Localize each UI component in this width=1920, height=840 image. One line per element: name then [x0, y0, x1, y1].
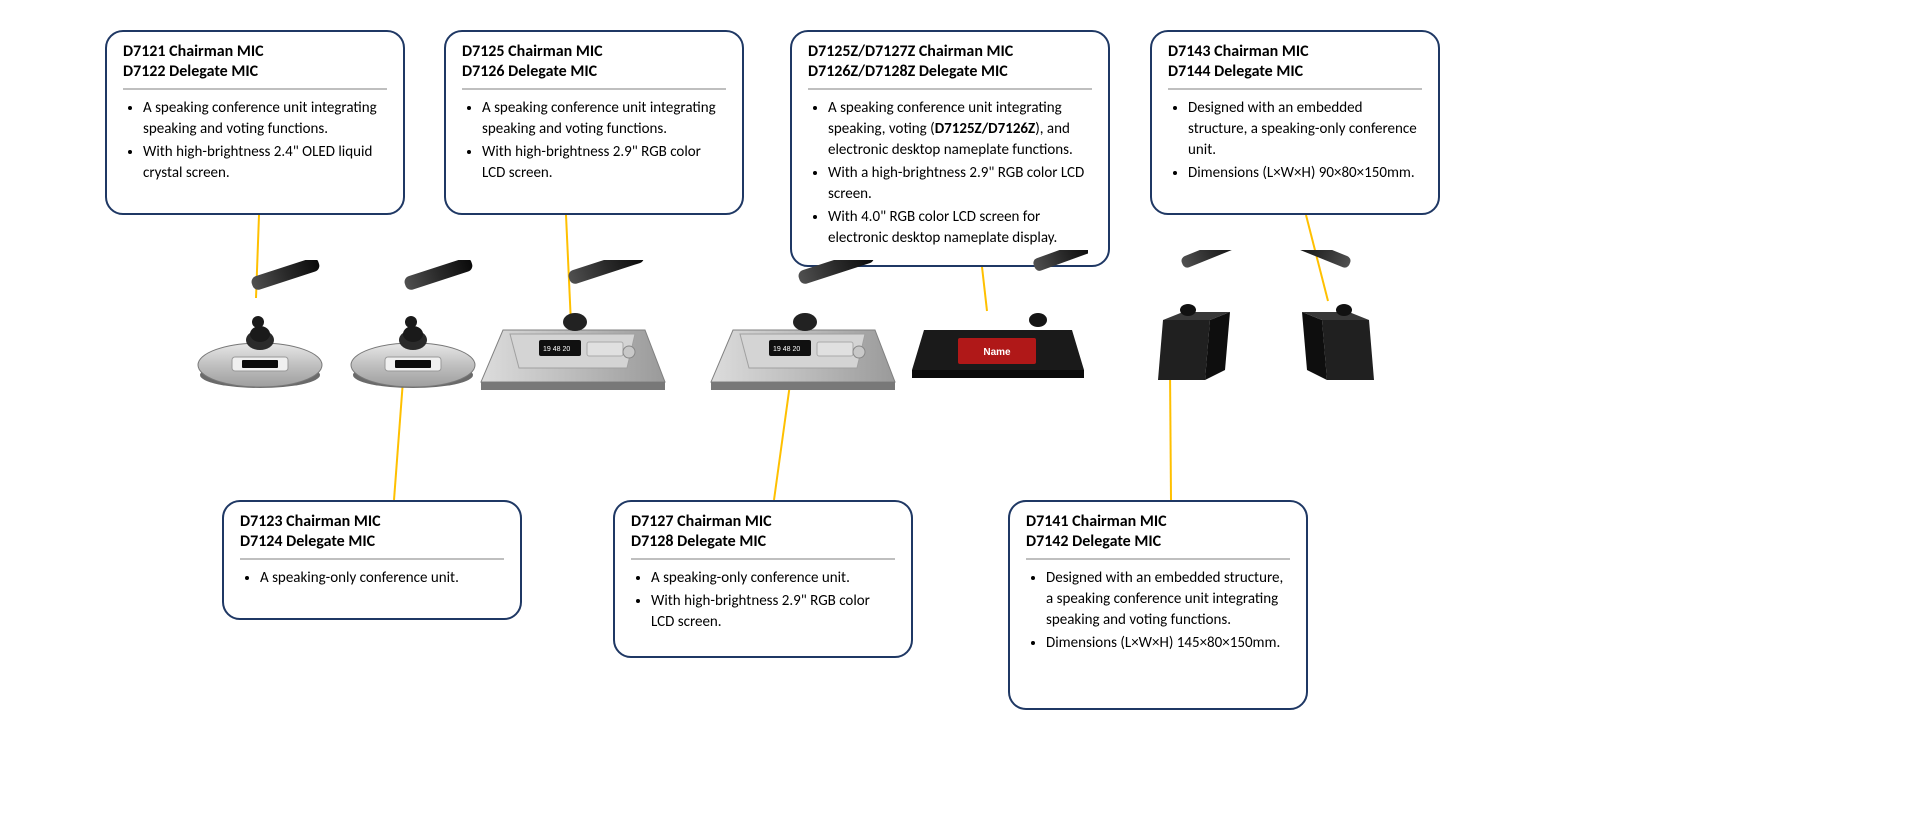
callout-c2: D7125 Chairman MICD7126 Delegate MIC A sp… — [444, 30, 744, 215]
callout-bullet: Dimensions (L×W×H) 145×80×150mm. — [1046, 633, 1290, 654]
callout-title: D7127 Chairman MIC — [631, 512, 895, 532]
callout-c1: D7121 Chairman MICD7122 Delegate MIC A sp… — [105, 30, 405, 215]
callout-title: D7143 Chairman MIC — [1168, 42, 1422, 62]
callout-bullet: With high-brightness 2.4" OLED liquid cr… — [143, 142, 387, 184]
product-wedge-mic: 19 48 20 — [705, 260, 905, 395]
product-embedded-mic — [1282, 250, 1402, 390]
callout-bullets: Designed with an embedded structure, a s… — [1026, 568, 1290, 654]
product-wedge-mic: 19 48 20 — [475, 260, 675, 395]
callout-bullets: A speaking conference unit integrating s… — [808, 98, 1092, 249]
product-oval-mic — [345, 260, 485, 390]
callout-bullet: A speaking conference unit integrating s… — [482, 98, 726, 140]
callout-c7: D7141 Chairman MICD7142 Delegate MIC Desi… — [1008, 500, 1308, 710]
callout-c4: D7143 Chairman MICD7144 Delegate MIC Desi… — [1150, 30, 1440, 215]
callout-bullet: A speaking conference unit integrating s… — [143, 98, 387, 140]
callout-bullet: Dimensions (L×W×H) 90×80×150mm. — [1188, 163, 1422, 184]
callout-title: D7125Z/D7127Z Chairman MIC — [808, 42, 1092, 62]
callout-bullet: With high-brightness 2.9" RGB color LCD … — [651, 591, 895, 633]
callout-bullet: Designed with an embedded structure, a s… — [1046, 568, 1290, 631]
callout-bullets: A speaking conference unit integrating s… — [123, 98, 387, 184]
timer-text: 19 48 20 — [773, 346, 800, 353]
product-p1 — [192, 260, 332, 395]
callout-c6: D7127 Chairman MICD7128 Delegate MIC A sp… — [613, 500, 913, 658]
callout-title: D7144 Delegate MIC — [1168, 62, 1422, 82]
callout-c5: D7123 Chairman MICD7124 Delegate MIC A sp… — [222, 500, 522, 620]
callout-title: D7123 Chairman MIC — [240, 512, 504, 532]
product-oval-mic — [192, 260, 332, 390]
callout-bullet: A speaking-only conference unit. — [651, 568, 895, 589]
callout-c3: D7125Z/D7127Z Chairman MICD7126Z/D7128Z … — [790, 30, 1110, 267]
product-p3: 19 48 20 — [475, 260, 675, 400]
product-nameplate-mic: Name — [908, 250, 1088, 390]
callout-bullets: A speaking-only conference unit.With hig… — [631, 568, 895, 633]
timer-text: 19 48 20 — [543, 346, 570, 353]
callout-bullets: Designed with an embedded structure, a s… — [1168, 98, 1422, 184]
product-p7 — [1282, 250, 1402, 395]
callout-bullet: With a high-brightness 2.9" RGB color LC… — [828, 163, 1092, 205]
product-embedded-mic — [1130, 250, 1250, 390]
callout-bullet: With high-brightness 2.9" RGB color LCD … — [482, 142, 726, 184]
callout-title: D7141 Chairman MIC — [1026, 512, 1290, 532]
callout-bullet: A speaking conference unit integrating s… — [828, 98, 1092, 161]
callout-bullet: A speaking-only conference unit. — [260, 568, 504, 589]
product-p6 — [1130, 250, 1250, 395]
product-p4: 19 48 20 — [705, 260, 905, 400]
callout-bullets: A speaking-only conference unit. — [240, 568, 504, 589]
nameplate-text: Name — [983, 347, 1011, 358]
callout-bullet: With 4.0" RGB color LCD screen for elect… — [828, 207, 1092, 249]
callout-title: D7124 Delegate MIC — [240, 532, 504, 552]
callout-title: D7126Z/D7128Z Delegate MIC — [808, 62, 1092, 82]
product-p2 — [345, 260, 485, 395]
callout-bullets: A speaking conference unit integrating s… — [462, 98, 726, 184]
callout-title: D7122 Delegate MIC — [123, 62, 387, 82]
callout-title: D7121 Chairman MIC — [123, 42, 387, 62]
callout-title: D7126 Delegate MIC — [462, 62, 726, 82]
callout-title: D7142 Delegate MIC — [1026, 532, 1290, 552]
callout-bullet: Designed with an embedded structure, a s… — [1188, 98, 1422, 161]
product-p5: Name — [908, 250, 1088, 395]
callout-title: D7128 Delegate MIC — [631, 532, 895, 552]
callout-title: D7125 Chairman MIC — [462, 42, 726, 62]
